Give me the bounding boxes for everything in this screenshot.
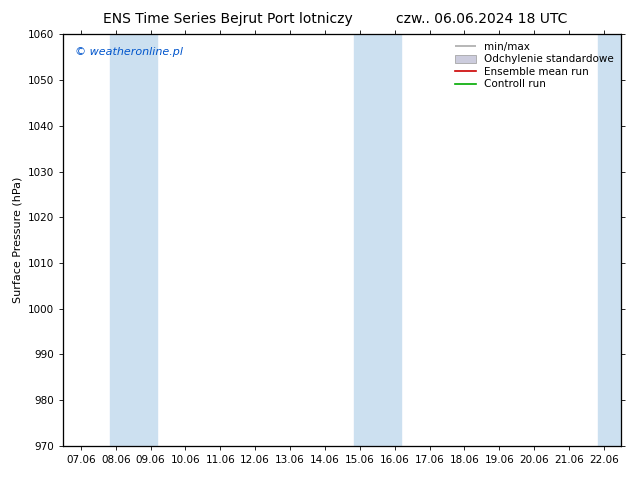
Bar (110, 34, 157, 446)
Text: ENS Time Series Bejrut Port lotniczy: ENS Time Series Bejrut Port lotniczy (103, 12, 353, 26)
Text: czw.. 06.06.2024 18 UTC: czw.. 06.06.2024 18 UTC (396, 12, 567, 26)
Bar (598, 34, 621, 446)
Text: © weatheronline.pl: © weatheronline.pl (75, 47, 183, 57)
Legend: min/max, Odchylenie standardowe, Ensemble mean run, Controll run: min/max, Odchylenie standardowe, Ensembl… (453, 40, 616, 92)
Bar (354, 34, 401, 446)
Y-axis label: Surface Pressure (hPa): Surface Pressure (hPa) (13, 177, 23, 303)
